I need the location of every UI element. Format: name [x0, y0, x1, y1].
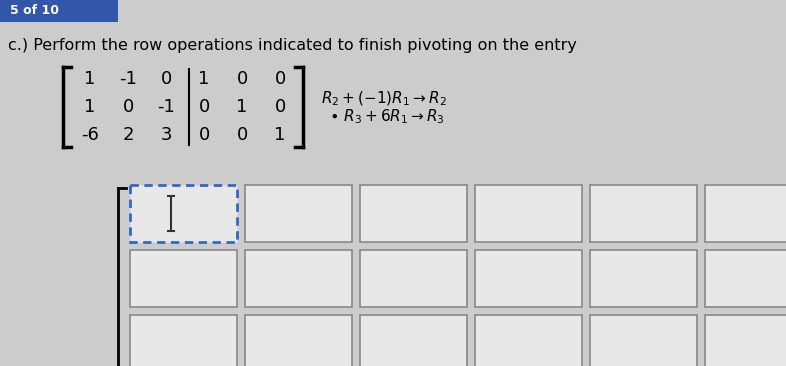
Text: -6: -6 — [81, 126, 99, 144]
Bar — [475, 185, 582, 242]
Text: 1: 1 — [237, 98, 248, 116]
Bar — [590, 250, 697, 307]
Text: 0: 0 — [160, 70, 171, 88]
Bar — [705, 315, 786, 366]
Text: 1: 1 — [274, 126, 285, 144]
Text: $\bullet\ R_3 + 6R_1 \rightarrow R_3$: $\bullet\ R_3 + 6R_1 \rightarrow R_3$ — [329, 108, 445, 126]
Bar — [475, 315, 582, 366]
Text: 1: 1 — [84, 98, 96, 116]
Bar — [360, 315, 467, 366]
Bar — [245, 250, 352, 307]
Text: -1: -1 — [119, 70, 137, 88]
Text: 1: 1 — [84, 70, 96, 88]
Text: 0: 0 — [123, 98, 134, 116]
Text: 3: 3 — [160, 126, 172, 144]
Bar — [245, 315, 352, 366]
Bar — [0, 0, 118, 22]
Text: 2: 2 — [123, 126, 134, 144]
Text: 1: 1 — [198, 70, 210, 88]
Text: $R_2 + (-1)R_1 \rightarrow R_2$: $R_2 + (-1)R_1 \rightarrow R_2$ — [321, 90, 446, 108]
Bar — [130, 185, 237, 242]
Text: 0: 0 — [274, 70, 285, 88]
Bar — [590, 315, 697, 366]
Bar — [245, 185, 352, 242]
Text: 0: 0 — [237, 70, 248, 88]
Bar — [360, 185, 467, 242]
Text: -1: -1 — [157, 98, 175, 116]
Text: 0: 0 — [198, 126, 210, 144]
Bar — [590, 185, 697, 242]
Bar — [475, 250, 582, 307]
Bar — [705, 250, 786, 307]
Text: 0: 0 — [237, 126, 248, 144]
Text: 0: 0 — [274, 98, 285, 116]
Bar — [130, 250, 237, 307]
Bar — [130, 315, 237, 366]
Bar — [705, 185, 786, 242]
Text: c.) Perform the row operations indicated to finish pivoting on the entry: c.) Perform the row operations indicated… — [8, 38, 577, 53]
Text: 5 of 10: 5 of 10 — [10, 4, 59, 18]
Bar — [360, 250, 467, 307]
Text: 0: 0 — [198, 98, 210, 116]
